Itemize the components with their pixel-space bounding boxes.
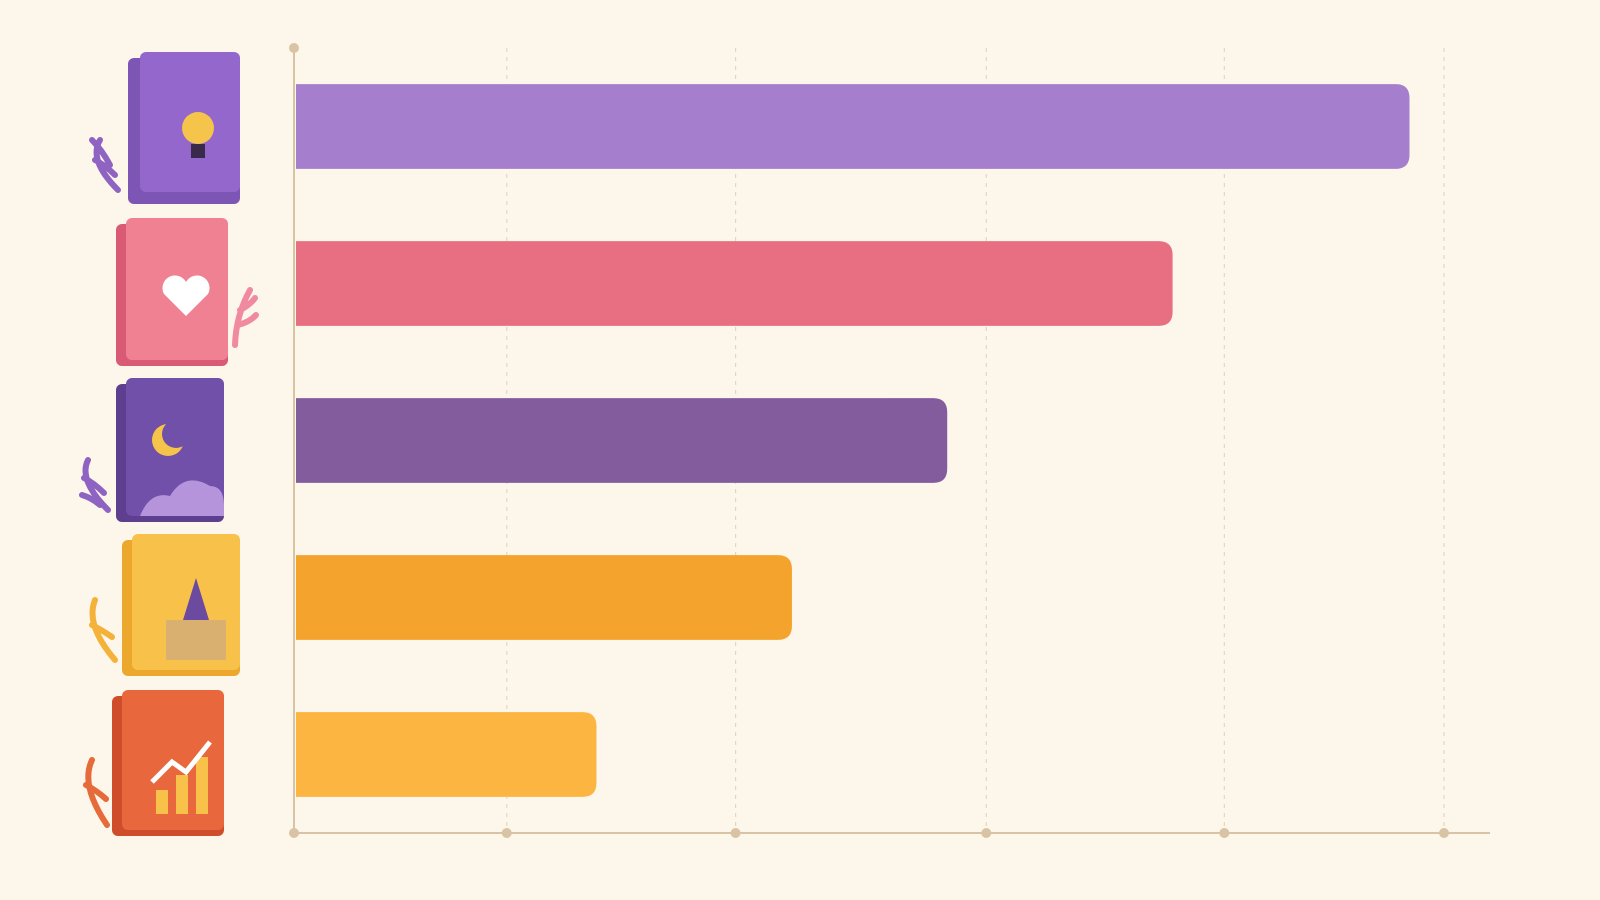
book-romance (116, 218, 259, 366)
book-business (83, 690, 224, 836)
book-fairytale (89, 534, 240, 676)
book-icons (79, 52, 259, 836)
bar (296, 712, 597, 797)
y-axis-cap (289, 43, 299, 53)
bar (296, 84, 1410, 169)
bar (296, 555, 792, 640)
book-fantasy (79, 378, 224, 522)
bar (296, 398, 948, 483)
book-idea (89, 52, 240, 204)
bar (296, 241, 1173, 326)
